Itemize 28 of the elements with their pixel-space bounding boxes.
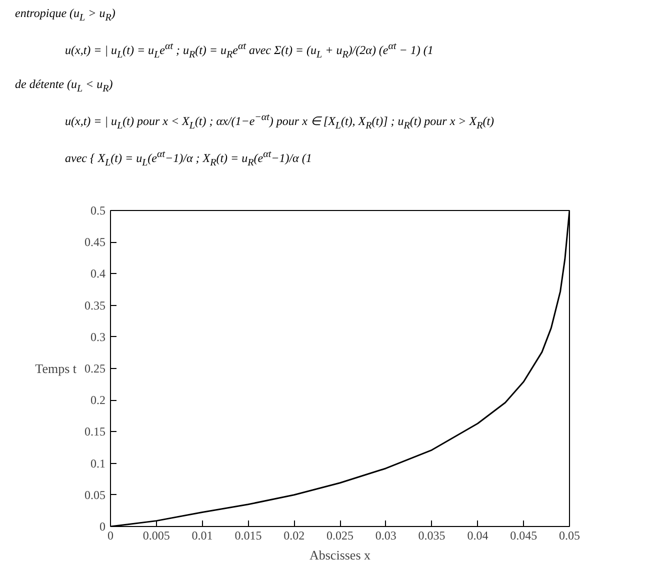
y-tick-label: 0.15 <box>84 424 106 439</box>
y-tick-label: 0.25 <box>84 362 106 376</box>
y-tick-label: 0.4 <box>90 266 106 281</box>
text: u(x,t) = | u$_{L}$(t) = u$_{L}$e$^{αt}$ ; u$_{R}$(t) = u$_{R}$e$^{αt}$ avec Σ(t) = (u$_{L}$ + u$_{R}$)/(2α) (e$^{αt}$ − 1) (1 <box>65 40 434 60</box>
text: entropique (u$_{L}$ > u$_{R}$) <box>15 5 116 26</box>
x-tick-label: 0.02 <box>284 528 305 542</box>
y-tick-label: 0.5 <box>90 204 106 218</box>
y-tick-label: 0.2 <box>90 393 106 408</box>
y-tick-label: 0 <box>100 520 106 534</box>
y-tick-label: 0.35 <box>84 298 106 312</box>
x-tick-label: 0.01 <box>192 528 213 542</box>
y-tick-label: 0.45 <box>84 235 106 250</box>
x-tick-label: 0.03 <box>375 528 396 542</box>
y-tick-label: 0.1 <box>90 456 106 470</box>
x-tick-label: 0.05 <box>559 528 580 542</box>
y-tick-label: 0.3 <box>90 330 106 344</box>
x-axis-title: Abscisses x <box>309 548 372 561</box>
text: de détente (u$_{L}$ < u$_{R}$) <box>15 76 114 97</box>
y-axis-title: Temps t <box>35 361 77 376</box>
text: u(x,t) = | u$_{L}$(t) pour x < X$_{L}$(t) ; αx/(1−e$^{−αt}$) pour x ∈ [X$_{L}$(t), X$_{R}$(t)] ; u$_{R}$(t) pour x > X$_{R}$(t) <box>65 112 494 132</box>
x-tick-label: 0.04 <box>467 528 488 542</box>
x-tick-label: 0.005 <box>142 528 170 542</box>
x-tick-label: 0.015 <box>234 528 262 542</box>
x-tick-label: 0.035 <box>418 528 446 542</box>
y-tick-label: 0.05 <box>84 488 106 502</box>
text: avec { X$_{L}$(t) = u$_{L}$(e$^{αt}$−1)/α ; X$_{R}$(t) = u$_{R}$(e$^{αt}$−1)/α (1 <box>65 148 312 168</box>
x-tick-label: 0.025 <box>326 528 354 542</box>
x-tick-label: 0.045 <box>510 528 538 542</box>
